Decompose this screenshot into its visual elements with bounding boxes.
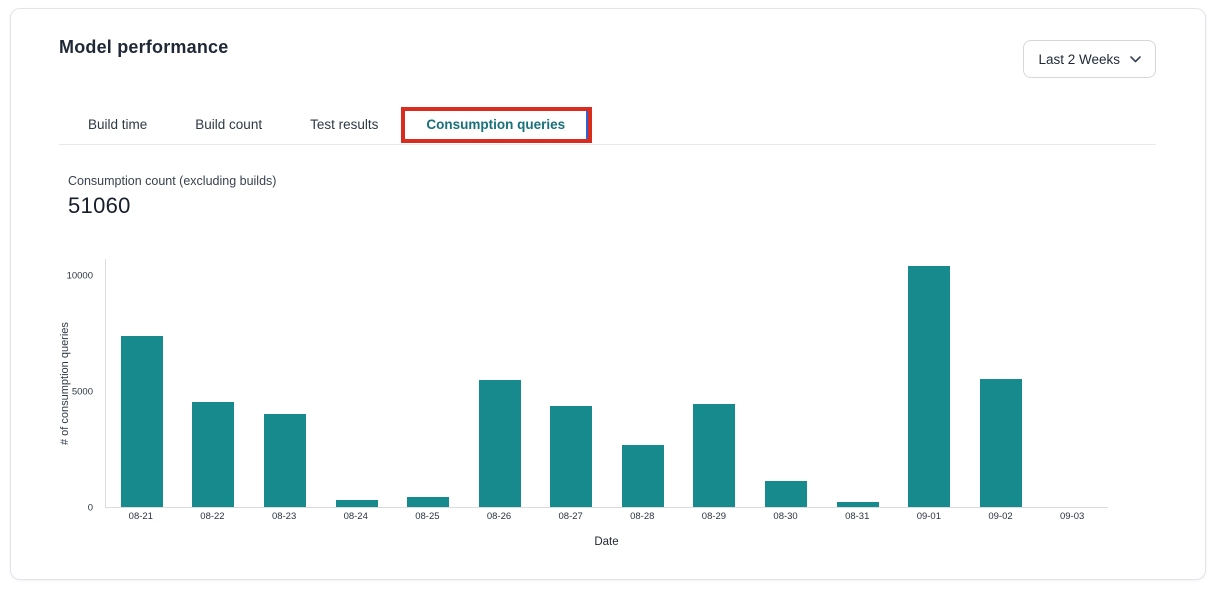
bar-08-21[interactable] (120, 335, 163, 507)
bar-slot-08-27 (535, 259, 607, 507)
annotation-cursor-line (585, 111, 589, 139)
x-tick-08-26: 08-26 (486, 511, 512, 522)
bar-slot-08-29 (679, 259, 751, 507)
bar-slot-08-21 (106, 259, 178, 507)
bar-slot-08-26 (464, 259, 536, 507)
bar-08-23[interactable] (263, 414, 306, 507)
tab-build-time[interactable]: Build time (88, 117, 148, 132)
bar-slot-08-24 (321, 259, 393, 507)
bar-08-31[interactable] (836, 502, 879, 507)
x-tick-08-24: 08-24 (343, 511, 368, 522)
x-tick-08-27: 08-27 (558, 511, 583, 522)
x-axis-labels: 08-21 08-22 08-23 08-24 08-25 08-26 08-27 08-28… (105, 511, 1108, 522)
x-tick-09-02: 09-02 (988, 511, 1013, 522)
x-tick-09-03: 09-03 (1059, 511, 1085, 522)
x-tick-08-31: 08-31 (845, 511, 870, 522)
bar-slot-08-23 (249, 259, 321, 507)
bar-slot-08-30 (750, 259, 822, 507)
plot-area (105, 259, 1108, 508)
bar-slot-08-28 (607, 259, 679, 507)
y-tick-5000: 5000 (71, 386, 93, 398)
bar-09-02[interactable] (979, 378, 1022, 507)
bar-08-27[interactable] (550, 406, 593, 507)
bar-08-25[interactable] (407, 497, 450, 507)
bar-slot-08-25 (392, 259, 464, 507)
time-range-value: Last 2 Weeks (1038, 51, 1120, 67)
x-tick-09-01: 09-01 (916, 511, 942, 522)
bar-08-26[interactable] (478, 380, 521, 507)
bar-09-01[interactable] (908, 265, 951, 507)
x-axis-title: Date (594, 536, 619, 548)
bar-slot-09-02 (965, 259, 1037, 507)
tab-build-count[interactable]: Build count (195, 117, 263, 132)
bar-08-24[interactable] (335, 500, 378, 507)
tab-test-results[interactable]: Test results (310, 117, 379, 132)
x-tick-08-28: 08-28 (630, 511, 655, 522)
page-title: Model performance (59, 37, 229, 57)
bar-slot-08-31 (822, 259, 894, 507)
bar-slot-09-03 (1037, 259, 1109, 507)
bar-08-28[interactable] (621, 444, 664, 507)
y-axis-ticks: 0 5000 10000 (11, 259, 99, 514)
time-range-dropdown[interactable]: Last 2 Weeks (1023, 40, 1156, 78)
bar-08-29[interactable] (693, 404, 736, 507)
x-tick-08-25: 08-25 (415, 511, 440, 522)
y-tick-10000: 10000 (66, 270, 93, 282)
chevron-down-icon (1130, 55, 1141, 63)
bar-08-22[interactable] (192, 401, 235, 507)
y-tick-0: 0 (87, 502, 93, 514)
metric-label: Consumption count (excluding builds) (68, 174, 277, 188)
x-tick-08-30: 08-30 (773, 511, 798, 522)
tab-consumption-queries[interactable]: Consumption queries (401, 105, 593, 144)
metric-value: 51060 (68, 193, 131, 218)
tab-bar: Build time Build count Test results Cons… (59, 105, 1156, 145)
x-tick-08-22: 08-22 (200, 511, 225, 522)
bar-08-30[interactable] (764, 481, 807, 507)
x-tick-08-29: 08-29 (701, 511, 727, 522)
bar-slot-08-22 (178, 259, 250, 507)
model-performance-card: Model performance Last 2 Weeks Build tim… (10, 8, 1206, 580)
tab-consumption-queries-label: Consumption queries (426, 117, 566, 132)
bar-slot-09-01 (893, 259, 965, 507)
x-tick-08-21: 08-21 (128, 511, 153, 522)
x-tick-08-23: 08-23 (271, 511, 297, 522)
